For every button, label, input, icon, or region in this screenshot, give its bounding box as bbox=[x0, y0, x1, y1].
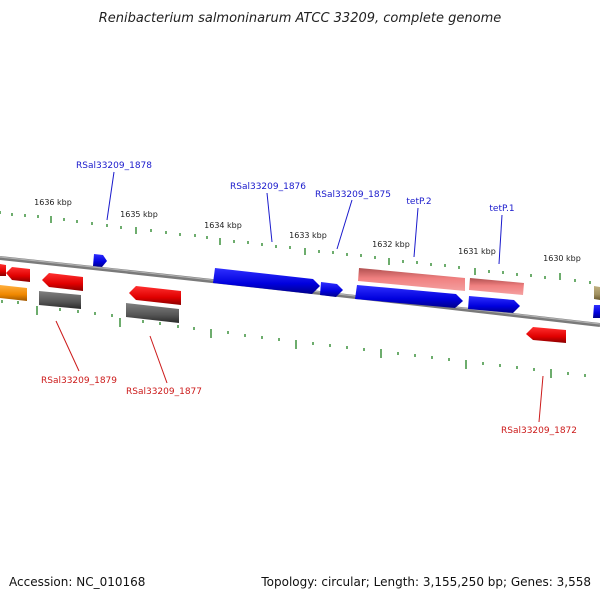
gene-feature-rsal33209-1879[interactable] bbox=[42, 273, 83, 291]
gene-label-rsal33209-1877[interactable]: RSal33209_1877 bbox=[126, 387, 202, 397]
gene-feature-blue[interactable] bbox=[355, 285, 463, 308]
gene-label-tetp-1[interactable]: tetP.1 bbox=[489, 204, 514, 214]
inner-tick-row bbox=[1, 300, 586, 378]
gene-label-rsal33209-1879[interactable]: RSal33209_1879 bbox=[41, 376, 117, 386]
map-title: Renibacterium salmoninarum ATCC 33209, c… bbox=[99, 11, 502, 26]
gene-label-rsal33209-1872[interactable]: RSal33209_1872 bbox=[501, 426, 577, 436]
gene-label-rsal33209-1878[interactable]: RSal33209_1878 bbox=[76, 161, 152, 171]
outer-tick-row bbox=[0, 211, 591, 284]
gene-label-rsal33209-1876[interactable]: RSal33209_1876 bbox=[230, 182, 306, 192]
label-leader bbox=[266, 192, 273, 243]
tick-label-1634: 1634 kbp bbox=[204, 221, 242, 230]
accession-text: Accession: NC_010168 bbox=[9, 575, 145, 589]
gene-feature-rsal33209-1872[interactable] bbox=[526, 327, 566, 343]
forward-gene-labels: RSal33209_1878 RSal33209_1876 RSal33209_… bbox=[76, 161, 515, 265]
gene-feature-rsal33209-1876[interactable] bbox=[213, 268, 320, 294]
gene-feature-tetp-1[interactable] bbox=[469, 278, 524, 295]
gene-feature-rsal33209-1877[interactable] bbox=[129, 286, 181, 305]
topology-summary-text: Topology: circular; Length: 3,155,250 bp… bbox=[260, 575, 591, 589]
label-leader bbox=[413, 207, 419, 258]
gene-feature-olive-edge[interactable] bbox=[594, 286, 600, 300]
gene-feature-red-edge[interactable] bbox=[0, 264, 6, 276]
gene-label-rsal33209-1875[interactable]: RSal33209_1875 bbox=[315, 190, 391, 200]
tick-label-1630: 1630 kbp bbox=[543, 254, 581, 263]
tick-label-1632: 1632 kbp bbox=[372, 240, 410, 249]
label-leader bbox=[538, 375, 544, 423]
gene-label-tetp-2[interactable]: tetP.2 bbox=[406, 197, 431, 207]
gene-feature-red[interactable] bbox=[6, 267, 30, 282]
tick-label-1631: 1631 kbp bbox=[458, 247, 496, 256]
label-leader bbox=[149, 335, 168, 384]
reverse-gene-labels: RSal33209_1879 RSal33209_1877 RSal33209_… bbox=[41, 320, 577, 436]
reverse-strand-features bbox=[0, 267, 600, 343]
forward-strand-features bbox=[0, 254, 600, 318]
tick-label-1636: 1636 kbp bbox=[34, 198, 72, 207]
gene-feature-blue[interactable] bbox=[468, 296, 520, 313]
tick-label-1635: 1635 kbp bbox=[120, 210, 158, 219]
gene-feature-grey[interactable] bbox=[126, 303, 179, 323]
label-leader bbox=[336, 199, 353, 250]
label-leader bbox=[55, 320, 80, 372]
label-leader bbox=[498, 214, 503, 265]
label-leader bbox=[106, 171, 115, 221]
gene-feature-orange[interactable] bbox=[0, 285, 27, 301]
gene-feature-blue-edge[interactable] bbox=[593, 305, 600, 318]
tick-label-1633: 1633 kbp bbox=[289, 231, 327, 240]
gene-feature-grey[interactable] bbox=[39, 291, 81, 309]
gene-feature-rsal33209-1875[interactable] bbox=[320, 282, 343, 297]
gene-feature-rsal33209-1878[interactable] bbox=[93, 254, 107, 267]
gene-feature-tetp-2[interactable] bbox=[358, 268, 465, 291]
